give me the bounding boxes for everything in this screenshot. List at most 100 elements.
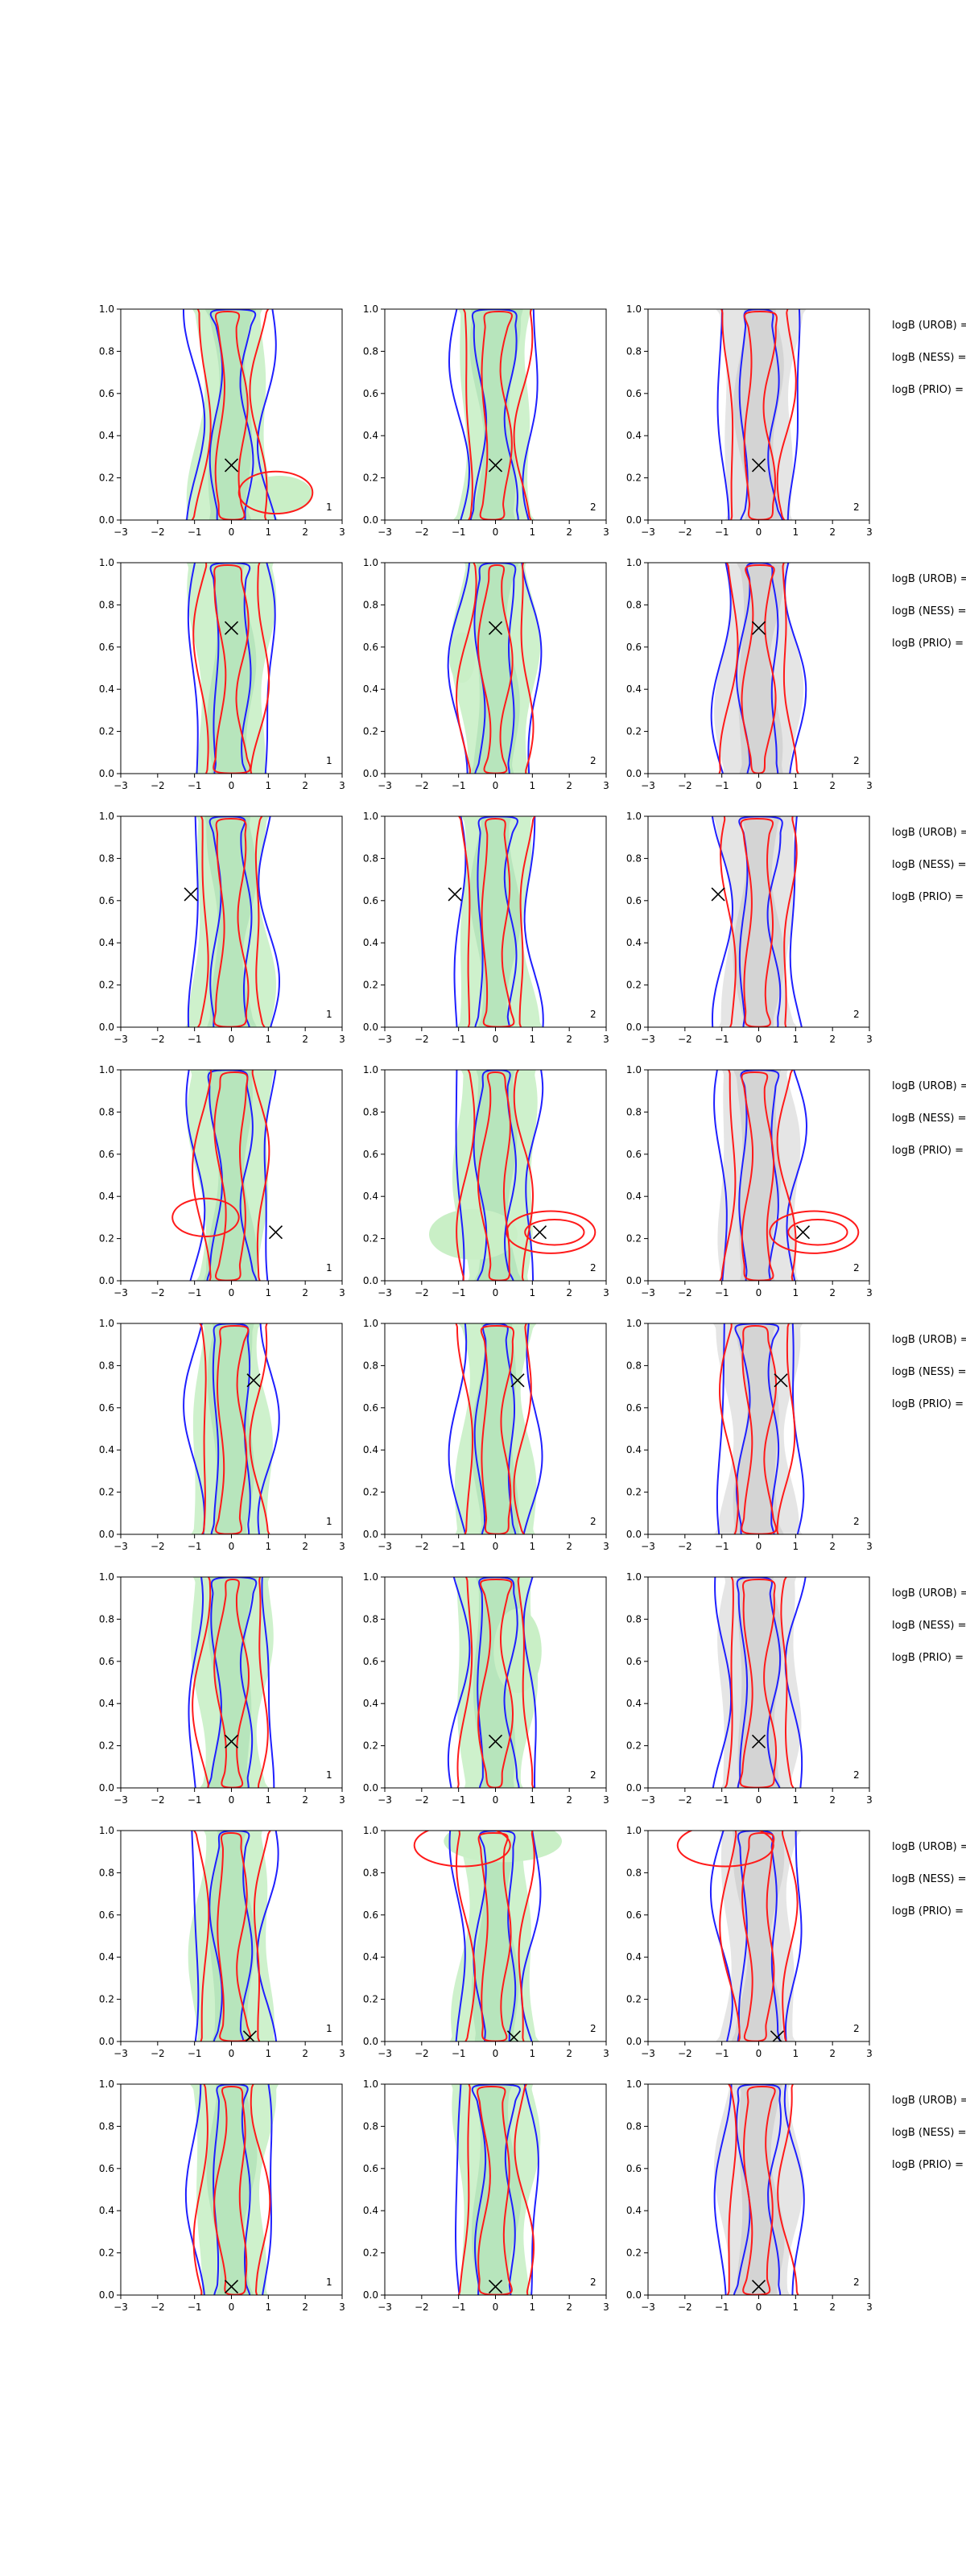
panel-corner-label: 2 [590,755,597,766]
logb-label: logB (UROB) = [892,1841,966,1853]
blue-contour-outer [713,1070,807,1281]
blue-contour-inner [209,563,252,774]
y-tick-label: 0.2 [99,1233,114,1245]
x-tick-label: −2 [151,1287,165,1298]
y-tick-label: 1.0 [626,1064,642,1075]
x-tick-label: 3 [866,1034,873,1045]
blue-contour-outer [712,1577,807,1788]
y-tick-label: 0.4 [363,683,378,695]
y-tick-label: 0.6 [363,1149,378,1160]
panel-r6-c3: −3 −2 −1 0 1 2 3 0.0 0.2 0.4 0.6 0.8 1.0 2 [626,1571,873,1806]
panel-corner-label: 1 [326,1516,332,1527]
true-value-marker [532,1225,547,1240]
true-value-marker [751,2279,766,2294]
y-tick-label: 0.2 [626,473,642,484]
red-contour-inner [213,2085,248,2295]
red-contour-outer [455,1323,532,1534]
x-tick-label: 3 [339,2048,345,2059]
y-tick-label: 0.8 [99,1360,114,1371]
x-tick-label: 3 [603,526,609,538]
y-tick-label: 0.4 [626,683,642,695]
y-tick-label: 1.0 [626,2079,642,2090]
x-tick-label: 0 [229,2048,235,2059]
x-tick-label: 2 [829,526,836,538]
red-contour-inner [742,2085,776,2295]
panel-r8-c3: −3 −2 −1 0 1 2 3 0.0 0.2 0.4 0.6 0.8 1.0 2 [626,2079,873,2313]
y-tick-label: 0.2 [626,980,642,991]
logb-label: logB (PRIO) = [892,891,964,903]
x-tick-label: −2 [415,1541,429,1552]
blue-contour-outer [448,1831,542,2041]
red-contour-inner [741,1831,775,2041]
x-tick-label: 1 [530,1541,536,1552]
x-tick-label: 0 [493,1287,499,1298]
panel-r5-c3: −3 −2 −1 0 1 2 3 0.0 0.2 0.4 0.6 0.8 1.0 2 [626,1318,873,1552]
true-value-marker [488,621,503,635]
y-tick-label: 0.6 [99,1656,114,1667]
red-contour-inner [217,1831,251,2041]
panel-corner-label: 2 [853,755,860,766]
y-tick-label: 0.2 [626,726,642,737]
y-tick-label: 0.4 [363,937,378,948]
density-fill-inner [470,563,520,774]
y-tick-label: 0.0 [99,514,114,526]
panel-corner-label: 2 [853,502,860,513]
x-tick-label: 2 [829,1541,836,1552]
blue-contour-inner [738,309,783,520]
x-tick-label: 1 [793,1287,799,1298]
logb-label: logB (PRIO) = [892,638,964,650]
y-tick-label: 0.4 [626,1444,642,1455]
y-tick-label: 0.8 [363,852,378,864]
y-tick-label: 0.2 [363,1740,378,1752]
x-tick-label: −3 [641,1034,655,1045]
x-tick-label: −1 [452,1794,466,1806]
blue-contour-outer [716,1323,805,1534]
logb-label: logB (UROB) = [892,2095,966,2107]
x-tick-label: −3 [641,526,655,538]
red-contour-outer [456,1577,535,1788]
x-tick-label: 0 [493,780,499,791]
y-tick-label: 0.0 [626,768,642,779]
y-tick-label: 0.2 [99,2248,114,2259]
true-value-marker [242,2030,257,2041]
x-tick-label: 2 [302,2301,308,2313]
blue-contour-inner [737,1831,781,2041]
logb-label: logB (PRIO) = [892,1145,964,1157]
x-tick-label: −1 [715,2048,729,2059]
blue-contour-inner [473,1831,517,2041]
x-tick-label: −3 [641,2048,655,2059]
density-fill-inner [733,1070,782,1281]
y-tick-label: 0.4 [626,430,642,441]
x-tick-label: 3 [603,2301,609,2313]
panel-corner-label: 2 [853,1009,860,1020]
red-contour-outer [196,816,266,1027]
density-fill-inner [731,1831,785,2041]
x-tick-label: 1 [266,526,272,538]
x-tick-label: −3 [114,1794,128,1806]
x-tick-label: −1 [715,2301,729,2313]
y-tick-label: 0.4 [363,1444,378,1455]
red-contour-lobe [676,1831,774,1868]
logb-label: logB (NESS) = [892,605,966,617]
y-tick-label: 1.0 [99,2079,114,2090]
x-tick-label: 3 [339,1541,345,1552]
blue-contour-outer [183,1323,280,1534]
red-contour-outer [192,1577,269,1788]
y-tick-label: 0.6 [363,1909,378,1921]
x-tick-label: 1 [266,780,272,791]
blue-contour-inner [471,2084,521,2295]
y-tick-label: 1.0 [363,1318,378,1329]
y-tick-label: 0.2 [99,1487,114,1498]
x-tick-label: 0 [229,526,235,538]
y-tick-label: 0.8 [99,345,114,357]
y-tick-label: 0.0 [99,1275,114,1286]
y-tick-label: 0.6 [626,1402,642,1414]
x-tick-label: 0 [229,1287,235,1298]
x-tick-label: −3 [114,2048,128,2059]
y-tick-label: 0.8 [99,1106,114,1117]
x-tick-label: −3 [114,1034,128,1045]
x-tick-label: −1 [188,1541,202,1552]
red-contour-outer [720,309,797,520]
x-tick-label: 1 [266,1794,272,1806]
x-tick-label: 3 [866,780,873,791]
